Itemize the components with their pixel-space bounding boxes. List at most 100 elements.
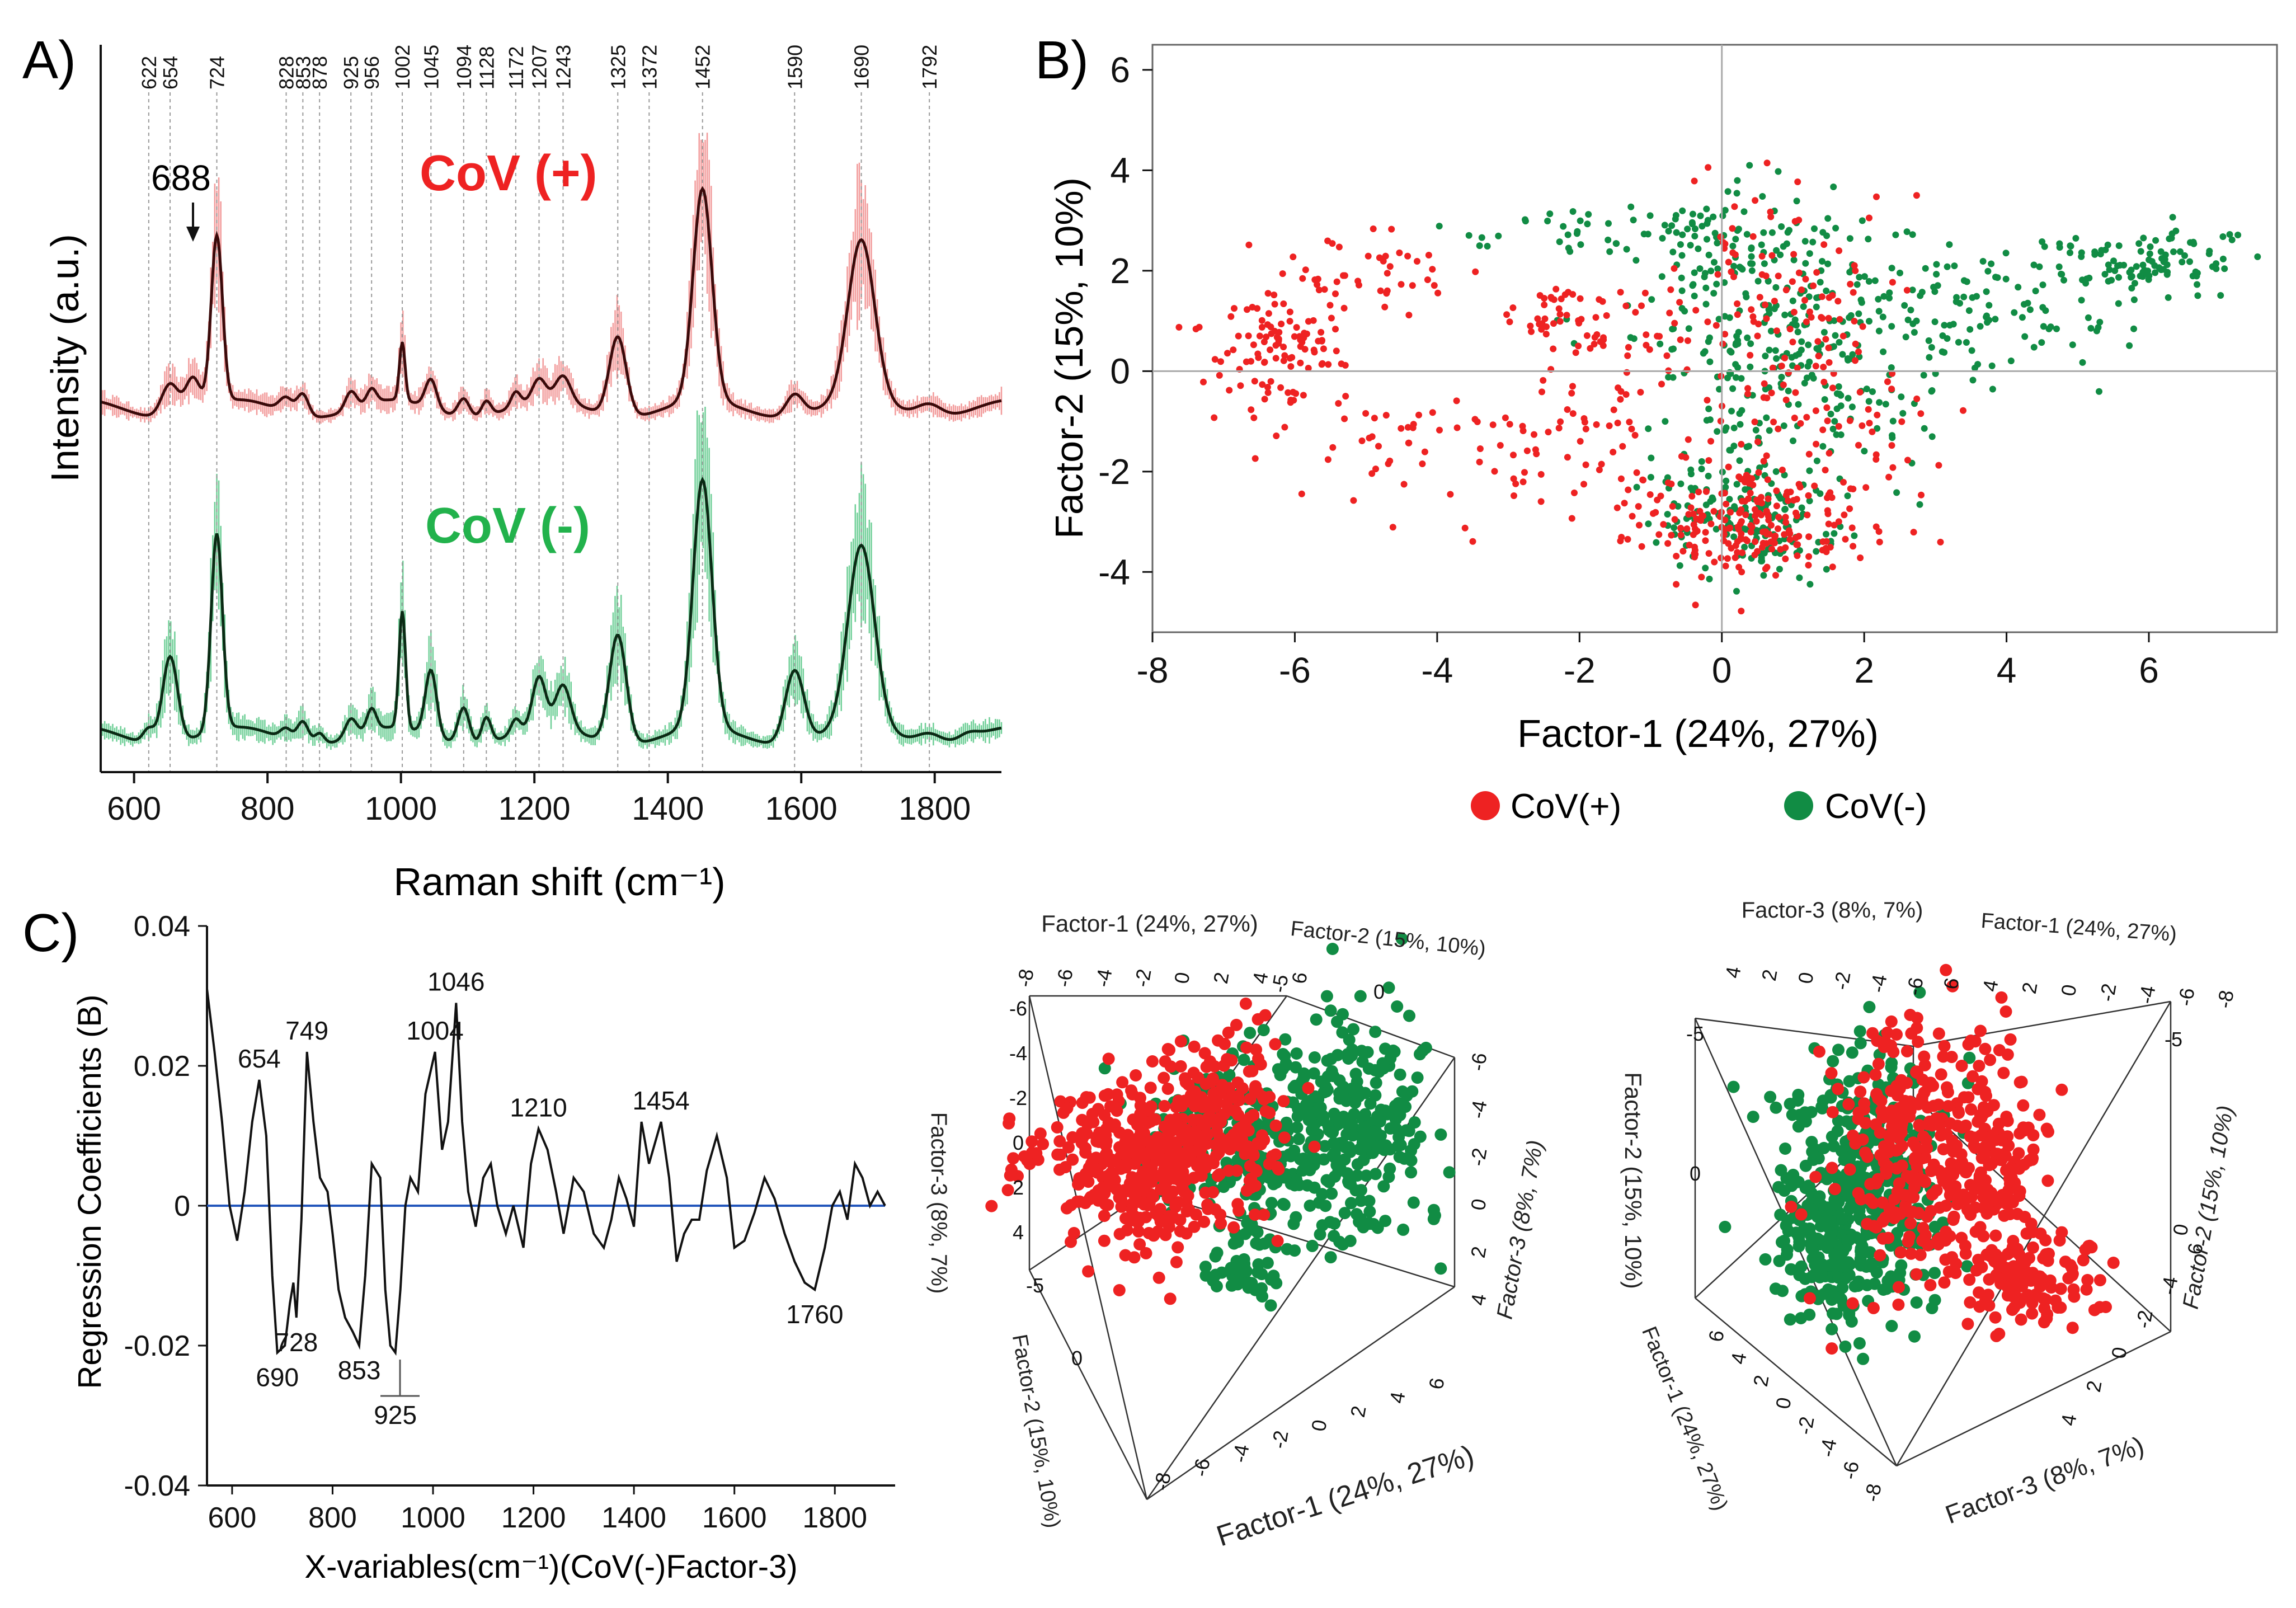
cube-point <box>1803 1179 1815 1192</box>
cube-point <box>2066 1322 2079 1334</box>
cube-point <box>1842 1098 1855 1111</box>
scatter-point <box>1847 280 1854 288</box>
scatter-point <box>1303 330 1310 337</box>
scatter-point <box>1820 328 1828 336</box>
cube-point <box>1307 1067 1320 1080</box>
scatter-point <box>1297 359 1304 366</box>
cube-point <box>1183 1095 1196 1108</box>
scatter-point <box>1888 265 1895 272</box>
scatter-point <box>1666 309 1673 317</box>
scatter-point <box>1820 378 1828 385</box>
cube-tick-label: 0 <box>1466 1197 1491 1212</box>
scatter-point <box>1803 374 1810 382</box>
cube-point <box>1384 1052 1397 1065</box>
cube-point <box>1216 1138 1229 1151</box>
scatter-point <box>1851 318 1858 325</box>
cube-point <box>1180 1173 1193 1186</box>
scatter-point <box>1315 286 1323 294</box>
cube-tick-label: -4 <box>1866 973 1892 995</box>
cube-point <box>1169 1198 1182 1211</box>
scatter-point <box>1931 288 1939 295</box>
scatter-point <box>1933 271 1940 278</box>
scatter-point <box>2011 309 2018 316</box>
cube-point <box>1137 1177 1150 1190</box>
cube-tick-label: 0 <box>1013 1131 1024 1154</box>
scatter-point <box>1798 338 1805 345</box>
cube-point <box>1924 1076 1937 1089</box>
cube-point <box>1230 1164 1243 1177</box>
scatter-point <box>1637 389 1644 396</box>
scatter-point <box>1780 243 1787 250</box>
cube-point <box>1876 1232 1889 1245</box>
scatter-point <box>1781 531 1788 538</box>
plot-frame <box>1151 44 2278 633</box>
y-tick-label: -4 <box>1098 552 1130 592</box>
regression-annotation: 1760 <box>786 1300 843 1329</box>
scatter-point <box>1333 347 1340 355</box>
scatter-point <box>2019 314 2026 321</box>
cube-point <box>1223 1082 1236 1094</box>
cube-point <box>1892 1281 1905 1294</box>
scatter-point <box>1755 321 1762 328</box>
scatter-point <box>1744 537 1751 544</box>
scatter-point <box>1773 355 1780 362</box>
cube-point <box>1876 1196 1889 1209</box>
y-tick-label: 0.04 <box>134 910 190 943</box>
cube-edge <box>1913 1096 2171 1332</box>
scatter-point <box>1813 457 1820 464</box>
left-top-axis-label-f2: Factor-2 (15%, 10%) <box>1290 917 1487 961</box>
scatter-point <box>2041 243 2048 250</box>
scatter-point <box>1624 352 1631 359</box>
scatter-point <box>1989 385 1996 393</box>
peak-label: 1690 <box>850 45 873 90</box>
cube-point <box>1770 1101 1782 1114</box>
y-tick-label: -0.04 <box>124 1470 190 1502</box>
cube-point <box>1217 1059 1230 1072</box>
scatter-point <box>1673 553 1680 559</box>
scatter-point <box>1819 443 1827 450</box>
scatter-point <box>1907 307 1914 314</box>
cube-point <box>1919 1229 1932 1242</box>
scatter-point <box>1727 509 1734 516</box>
cube-point <box>1098 1234 1111 1247</box>
scatter-point <box>1671 524 1678 532</box>
cube-point <box>1828 1256 1841 1268</box>
scatter-point <box>1704 220 1711 227</box>
scatter-point <box>1575 319 1583 327</box>
cube-point <box>1222 1026 1235 1039</box>
scatter-point <box>1702 529 1709 536</box>
cube-point <box>1218 1108 1231 1121</box>
scatter-point <box>1511 492 1517 499</box>
scatter-point <box>1859 422 1866 429</box>
scatter-point <box>2254 253 2261 260</box>
scatter-point <box>1833 405 1841 412</box>
cube-point <box>1813 1190 1826 1203</box>
scatter-point <box>1885 473 1893 481</box>
scatter-point <box>1293 324 1300 331</box>
scatter-point <box>2190 238 2197 246</box>
cube-point <box>1764 1090 1777 1103</box>
cube-point <box>1900 1169 1913 1182</box>
cube-point <box>1025 1135 1038 1148</box>
cube-point <box>1411 1071 1424 1084</box>
scatter-point <box>1855 310 1862 317</box>
scatter-point <box>2002 250 2010 257</box>
scatter-point <box>1569 208 1577 215</box>
cube-tick-label: 0 <box>1307 1418 1332 1433</box>
cube-point <box>1786 1108 1799 1121</box>
scatter-point <box>1716 385 1723 393</box>
cube-point <box>1403 1009 1415 1022</box>
scatter-point <box>1901 302 1908 309</box>
cube-point <box>1113 1126 1126 1139</box>
scatter-point <box>1840 478 1847 486</box>
scatter-point <box>2194 281 2201 288</box>
scatter-point <box>1410 421 1417 428</box>
cube-tick-label: -2 <box>1009 1087 1027 1109</box>
scatter-point <box>1836 316 1843 323</box>
cube-point <box>1400 1089 1413 1102</box>
scatter-point <box>1811 225 1818 232</box>
spectra-y-axis-label: Intensity (a.u.) <box>43 234 87 482</box>
cube-tick-label: -4 <box>1815 1437 1841 1459</box>
scatter-point <box>1717 417 1724 425</box>
cube-tick-label: 4 <box>1013 1221 1024 1244</box>
